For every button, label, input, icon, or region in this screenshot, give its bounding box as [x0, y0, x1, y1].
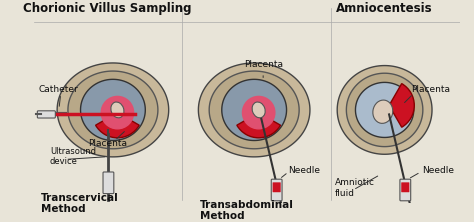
Circle shape	[243, 96, 275, 129]
Polygon shape	[68, 71, 158, 149]
Text: Ultrasound
device: Ultrasound device	[50, 147, 96, 166]
Text: Chorionic Villus Sampling: Chorionic Villus Sampling	[23, 2, 192, 15]
Text: Catheter: Catheter	[38, 85, 78, 94]
Text: Amniocentesis: Amniocentesis	[336, 2, 433, 15]
Polygon shape	[356, 82, 414, 137]
Wedge shape	[237, 113, 281, 138]
Text: Needle: Needle	[422, 166, 455, 175]
Text: Transabdominal
Method: Transabdominal Method	[200, 200, 294, 222]
Polygon shape	[81, 79, 146, 141]
Text: Placenta: Placenta	[411, 85, 451, 94]
Wedge shape	[96, 113, 139, 138]
Ellipse shape	[373, 100, 393, 123]
Wedge shape	[389, 84, 414, 127]
Text: Amniotic
fluid: Amniotic fluid	[335, 178, 375, 198]
FancyBboxPatch shape	[271, 179, 282, 201]
FancyBboxPatch shape	[401, 182, 410, 192]
Circle shape	[101, 96, 134, 129]
Polygon shape	[222, 79, 287, 141]
Text: Placenta: Placenta	[244, 60, 283, 69]
FancyBboxPatch shape	[103, 172, 114, 194]
Polygon shape	[199, 63, 310, 157]
Polygon shape	[57, 63, 169, 157]
Text: Placenta: Placenta	[88, 139, 127, 148]
FancyBboxPatch shape	[37, 111, 55, 118]
Ellipse shape	[111, 102, 124, 118]
Polygon shape	[346, 73, 423, 147]
Polygon shape	[337, 65, 432, 154]
Polygon shape	[209, 71, 299, 149]
FancyBboxPatch shape	[400, 179, 410, 201]
Text: Transcervical
Method: Transcervical Method	[41, 193, 118, 214]
Text: Needle: Needle	[288, 166, 320, 175]
Ellipse shape	[252, 102, 265, 118]
FancyBboxPatch shape	[273, 182, 281, 192]
